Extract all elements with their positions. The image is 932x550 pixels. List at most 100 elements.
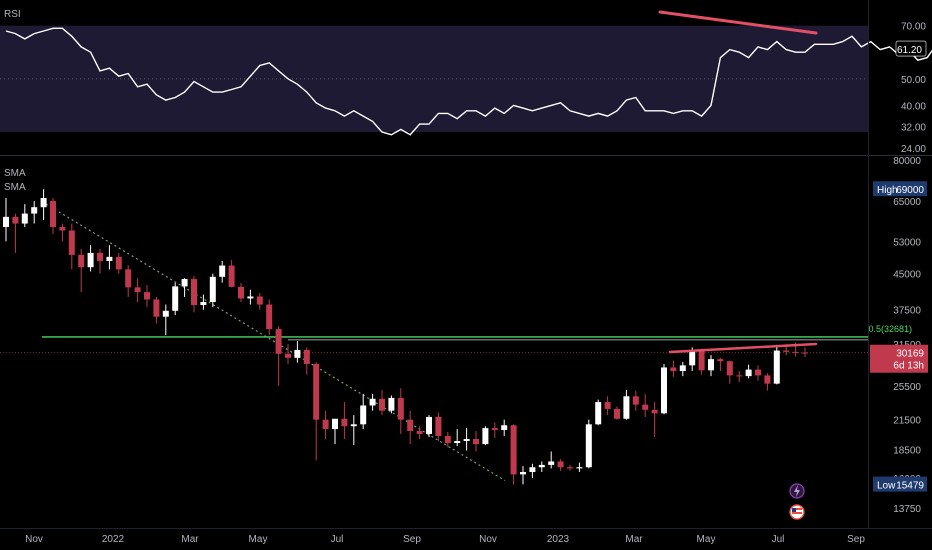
candle-body <box>585 424 592 468</box>
candle-body <box>238 286 244 299</box>
candle-body <box>632 396 639 405</box>
price-panel <box>0 189 868 485</box>
candle-body <box>623 396 630 419</box>
fib-level-label: 0.5(32681) <box>868 324 912 334</box>
candle-body <box>745 369 752 377</box>
candle-body <box>567 467 573 469</box>
candle-body <box>191 279 197 306</box>
candle-body <box>416 431 423 434</box>
candle-body <box>529 467 536 472</box>
time-axis-label: 2022 <box>102 534 125 545</box>
candle-body <box>463 438 470 441</box>
candle-body <box>219 265 226 277</box>
candle-body <box>604 402 611 409</box>
candle-body <box>134 287 141 293</box>
time-axis-label: Sep <box>403 534 421 545</box>
flag-stripe-icon <box>792 512 802 514</box>
rsi-axis-tick: 50.00 <box>901 75 926 86</box>
candle-body <box>689 350 696 366</box>
candle-body <box>444 435 451 444</box>
high-badge <box>873 181 927 197</box>
candle-body <box>247 296 254 299</box>
rsi-axis-tick: 70.00 <box>901 22 926 33</box>
candle-body <box>209 276 216 302</box>
rsi-axis-tick: 24.00 <box>901 144 926 155</box>
time-axis-label: Jul <box>772 534 785 545</box>
candle-body <box>576 467 583 469</box>
candle-body <box>181 279 188 287</box>
candle-body <box>792 351 799 353</box>
candle-body <box>97 252 103 261</box>
last-price-badge <box>870 344 928 373</box>
candle-body <box>510 425 517 475</box>
sma-indicator-label: SMA <box>4 182 26 193</box>
candle-body <box>50 201 56 227</box>
price-axis-tick: 45000 <box>893 270 921 281</box>
candle-body <box>360 405 367 425</box>
candle-body <box>341 418 348 427</box>
flag-canton-icon <box>792 508 796 512</box>
candle-body <box>162 310 169 317</box>
rsi-divergence-line <box>658 10 818 35</box>
candle-body <box>3 216 9 227</box>
candles <box>3 189 808 485</box>
candle-body <box>708 359 714 371</box>
candle-body <box>407 419 414 432</box>
candle-body <box>651 409 658 414</box>
candle-body <box>538 464 545 468</box>
candle-body <box>78 254 85 268</box>
candle-body <box>642 404 649 410</box>
candle-body <box>275 329 282 354</box>
low-badge-label: Low <box>877 481 896 492</box>
downtrend-dotted-line <box>45 203 506 482</box>
candle-body <box>369 398 376 406</box>
sma-indicator-label: SMA <box>4 168 26 179</box>
candle-body <box>717 359 724 362</box>
time-axis-label: Sep <box>847 534 865 545</box>
candle-body <box>106 256 113 261</box>
price-axis-tick: 18500 <box>893 445 921 456</box>
candle-body <box>332 418 338 430</box>
candle-body <box>548 461 555 465</box>
candle-body <box>294 349 301 358</box>
candle-body <box>614 408 620 419</box>
time-axis-label: 2023 <box>547 534 570 545</box>
candle-body <box>520 471 526 475</box>
candle-body <box>501 425 508 431</box>
candle-body <box>726 361 733 376</box>
candle-body <box>256 296 263 305</box>
bar-countdown: 6d 13h <box>893 361 924 372</box>
candle-body <box>12 216 19 224</box>
candle-body <box>679 365 686 372</box>
price-axis-tick: 65000 <box>893 197 921 208</box>
candle-body <box>153 299 160 317</box>
candle-body <box>454 440 461 444</box>
candle-body <box>491 428 498 431</box>
time-axis-label: Nov <box>25 534 43 545</box>
candle-body <box>144 292 150 300</box>
candle-body <box>40 198 47 208</box>
rsi-value-label: 61.20 <box>897 45 922 56</box>
price-axis-tick: 13750 <box>893 504 921 515</box>
price-axis-tick: 25500 <box>893 382 921 393</box>
candle-body <box>87 252 94 268</box>
price-axis-tick: 80000 <box>893 156 921 167</box>
price-axis-tick: 37500 <box>893 306 921 317</box>
lightning-bolt-icon <box>794 485 800 497</box>
candle-body <box>773 350 780 384</box>
candle-body <box>755 369 761 376</box>
candle-body <box>783 350 790 352</box>
candle-body <box>435 416 442 436</box>
candle-body <box>303 349 310 364</box>
candle-body <box>172 286 179 311</box>
rsi-value-box <box>895 40 927 57</box>
candle-body <box>322 419 329 430</box>
candle-body <box>68 230 75 255</box>
time-axis-label: Mar <box>181 534 199 545</box>
candle-body <box>397 397 404 420</box>
candle-body <box>379 398 385 411</box>
candle-body <box>661 367 667 414</box>
candle-body <box>350 424 357 427</box>
